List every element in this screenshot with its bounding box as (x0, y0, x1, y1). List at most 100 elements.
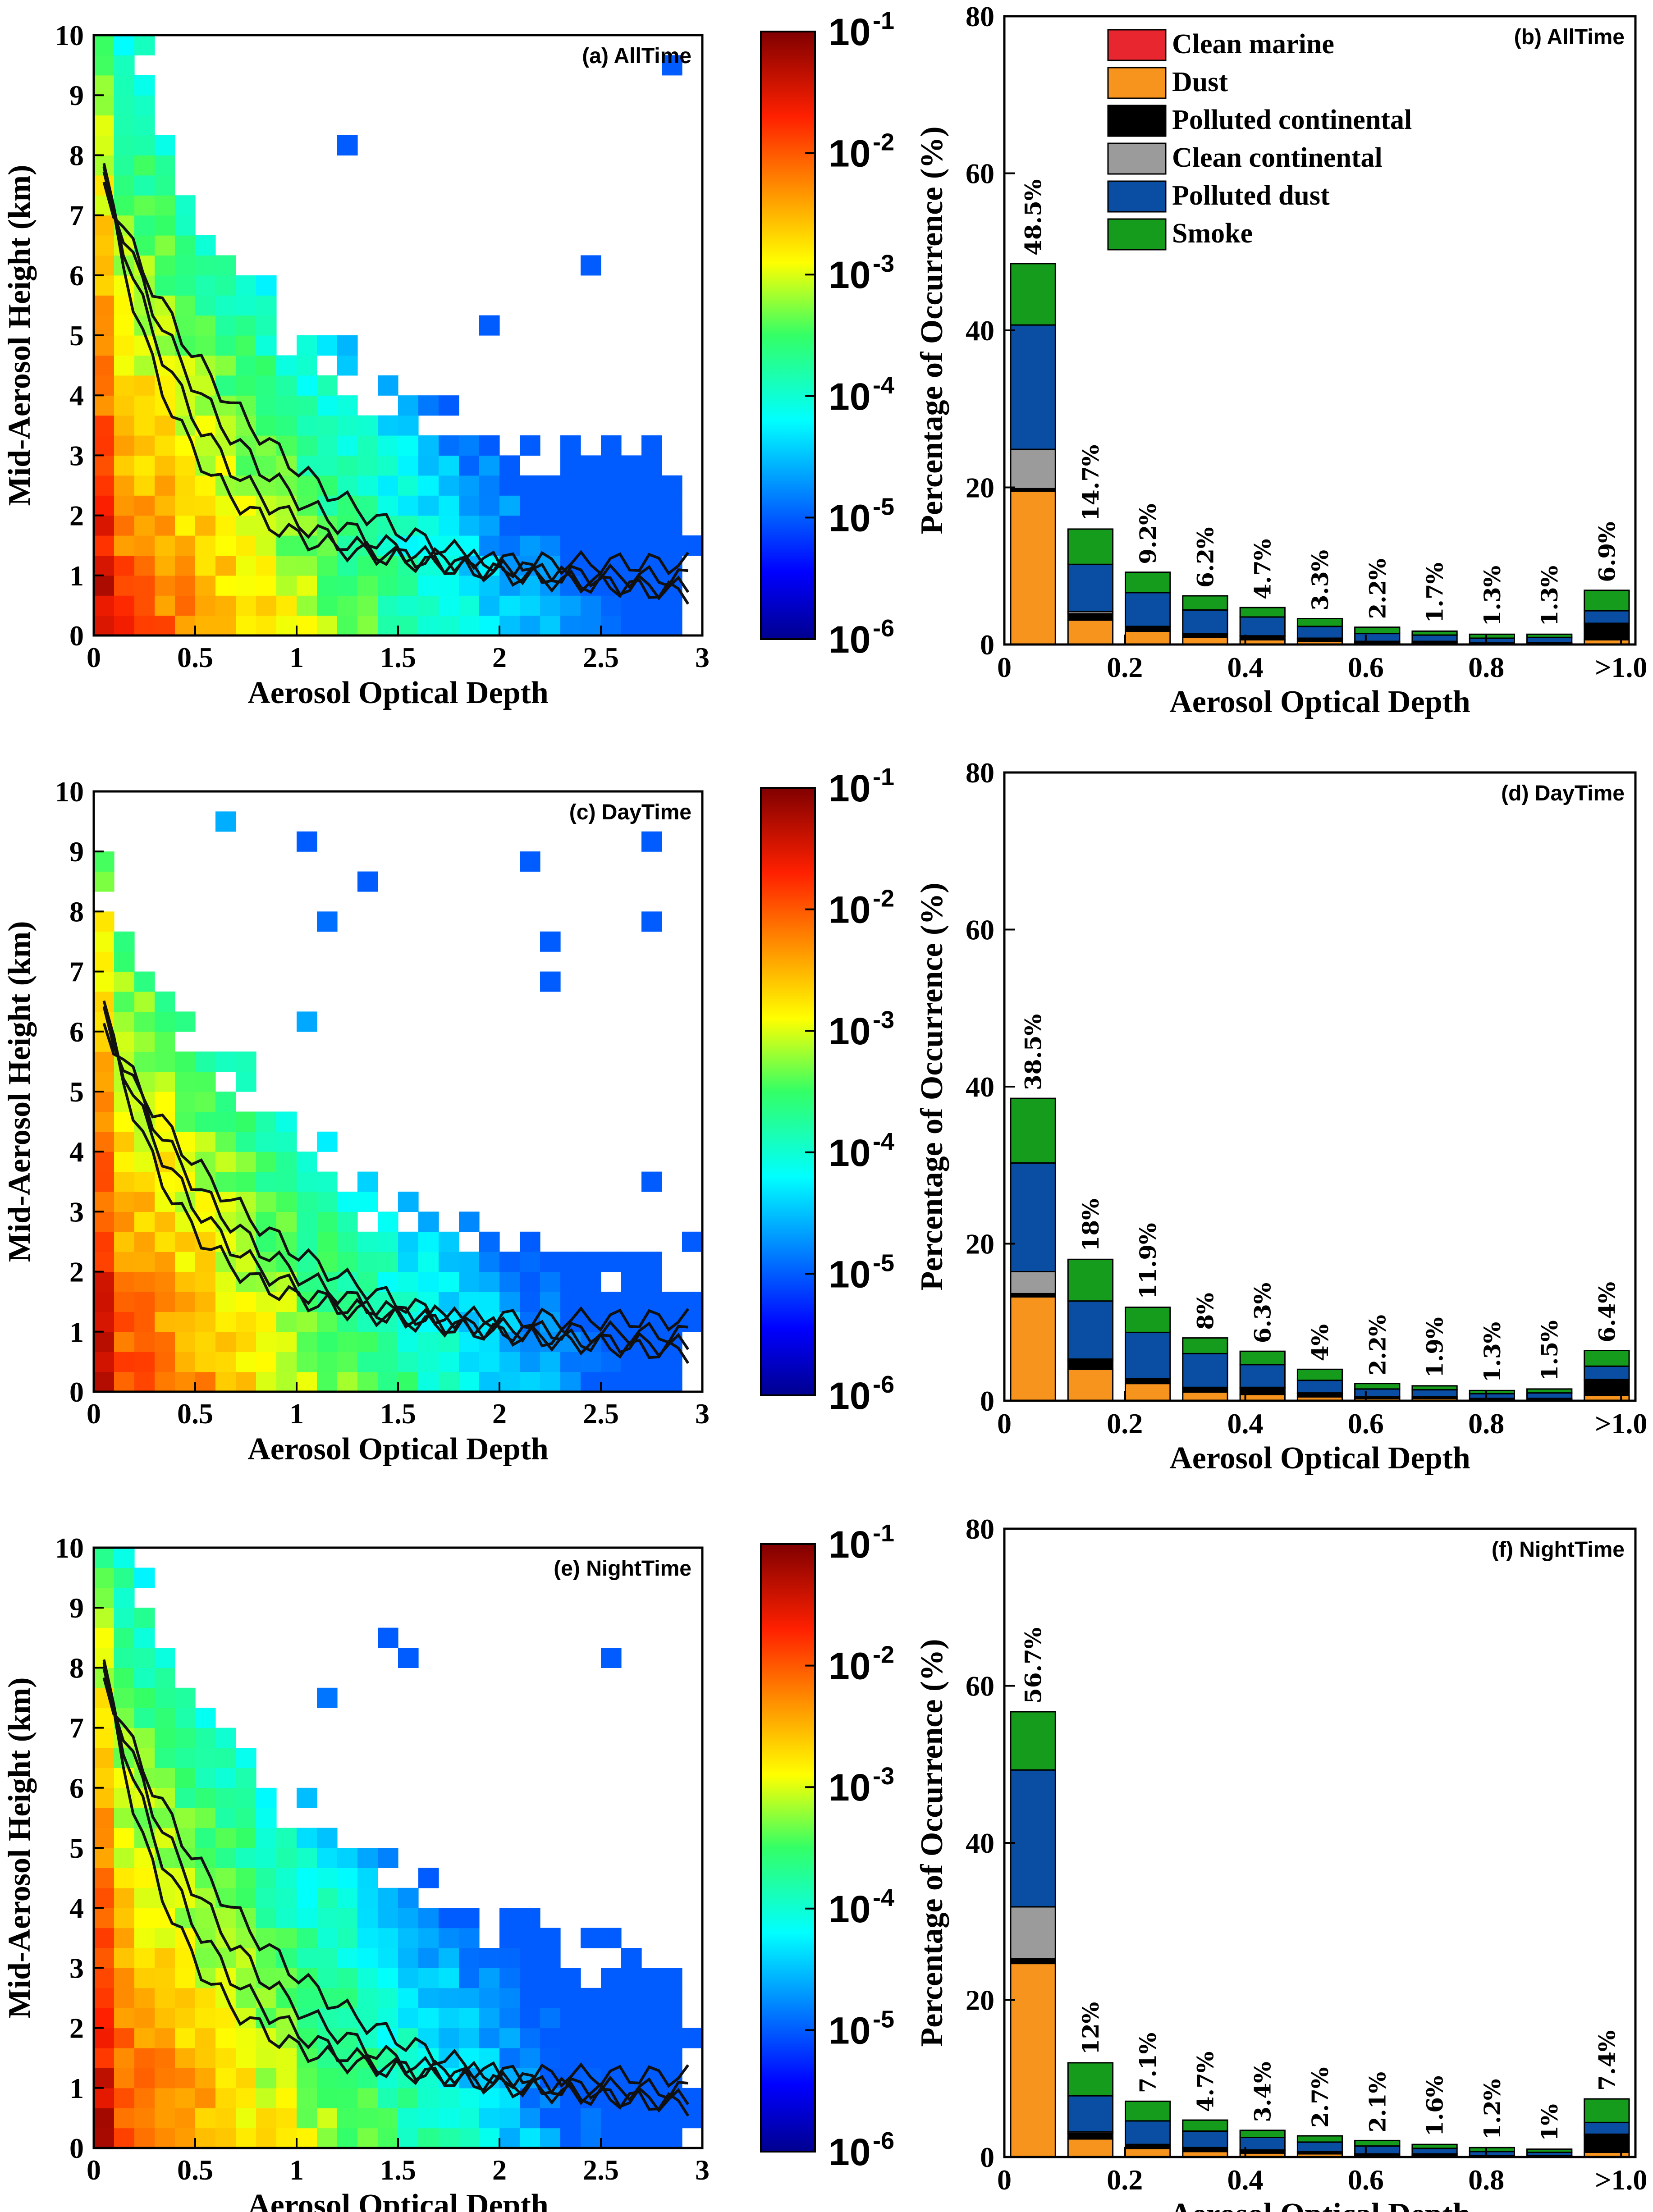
heatmap-cell (479, 1948, 500, 1968)
x-tick-label: 1 (289, 2154, 304, 2186)
heatmap-cell (155, 435, 175, 456)
heatmap-cell (317, 2068, 338, 2089)
heatmap-cell (155, 2128, 175, 2148)
heatmap-cell (134, 2128, 155, 2148)
heatmap-cell (337, 335, 358, 356)
heatmap-cell (499, 595, 520, 616)
heatmap-cell (94, 911, 114, 932)
heatmap-cell (479, 1292, 500, 1312)
heatmap-cell (215, 255, 236, 276)
heatmap-cell (155, 1768, 175, 1788)
legend-swatch-clean-marine (1107, 29, 1167, 61)
heatmap-cell (195, 255, 216, 276)
heatmap-cell (276, 2048, 297, 2068)
heatmap-cell (479, 2108, 500, 2129)
bar-segment-smoke (1296, 618, 1343, 627)
heatmap-cell (155, 1092, 175, 1112)
heatmap-cell (398, 2108, 419, 2129)
colorbar-tick-base: 10 (829, 1645, 870, 1687)
heatmap-cell (215, 1171, 236, 1192)
heatmap-cell (297, 1908, 317, 1929)
heatmap-cell (94, 1968, 114, 1988)
heatmap-cell (134, 1988, 155, 2008)
heatmap-cell (94, 2108, 114, 2129)
heatmap-cell (621, 2028, 642, 2048)
colorbar-tick-base: 10 (829, 1766, 870, 1809)
heatmap-cell (317, 1231, 338, 1252)
heatmap-cell (418, 615, 439, 636)
heatmap-cell (114, 535, 135, 556)
heatmap-cell (195, 2048, 216, 2068)
heatmap-cell (601, 2108, 622, 2129)
heatmap-cell (479, 475, 500, 496)
y-tick-label: 0 (69, 2132, 84, 2164)
heatmap-cell (297, 1312, 317, 1332)
heatmap-cell (195, 555, 216, 576)
heatmap-cell (439, 1908, 459, 1929)
heatmap-cell (641, 911, 662, 932)
heatmap-cell (479, 2008, 500, 2029)
heatmap-cell (662, 2008, 682, 2029)
heatmap-cell (114, 951, 135, 972)
heatmap-cell (114, 1908, 135, 1929)
x-axis-title: Aerosol Optical Depth (1169, 1441, 1470, 1476)
heatmap-cell (215, 1152, 236, 1172)
bar-total-label: 1.3% (1479, 1322, 1506, 1383)
heatmap-cell (175, 1092, 196, 1112)
heatmap-cell (581, 2128, 601, 2148)
heatmap-cell (418, 2108, 439, 2129)
heatmap-cell (621, 535, 642, 556)
heatmap-cell (418, 2008, 439, 2029)
heatmap-cell (114, 1808, 135, 1828)
colorbar-tick-exponent: -1 (873, 1520, 894, 1547)
heatmap-cell (337, 1211, 358, 1232)
bar-segment-smoke (1584, 2098, 1630, 2123)
heatmap-cell (641, 575, 662, 596)
heatmap-cell (621, 1948, 642, 1968)
heatmap-cell (175, 2008, 196, 2029)
heatmap-cell (236, 375, 256, 396)
bar-total-label: 2.2% (1364, 1315, 1391, 1376)
bar-segment-dust (1182, 1391, 1228, 1402)
heatmap-cell (601, 1292, 622, 1312)
legend-label: Clean continental (1172, 142, 1383, 173)
heatmap-cell (317, 2128, 338, 2148)
heatmap-cell (94, 1708, 114, 1728)
heatmap-cell (276, 1331, 297, 1352)
heatmap-cell (134, 992, 155, 1012)
heatmap-cell (317, 615, 338, 636)
heatmap-cell (134, 1608, 155, 1628)
heatmap-cell (215, 2088, 236, 2108)
heatmap-cell (215, 1131, 236, 1152)
y-tick-label: 1 (69, 2072, 84, 2104)
heatmap-cell (317, 1908, 338, 1929)
colorbar-tick-exponent: -3 (873, 250, 894, 277)
heatmap-cell (215, 315, 236, 336)
heatmap-cell (682, 1292, 703, 1312)
bar-panel-d: 38.5% 18% 11.9% 8% 6.3% 4% 2.2% 1.9% 1.3% 1.5% 6.4… (915, 757, 1647, 1476)
heatmap-cell (134, 1211, 155, 1232)
bar-total-label: 1.7% (1422, 562, 1448, 623)
heatmap-cell (134, 115, 155, 136)
bar-segment-smoke (1125, 571, 1171, 594)
colorbar-tick-exponent: -3 (873, 1006, 894, 1033)
heatmap-cell (134, 1568, 155, 1588)
heatmap-cell (378, 595, 398, 616)
x-tick-label: 0.4 (1227, 2164, 1264, 2196)
heatmap-cell (215, 1352, 236, 1372)
heatmap-cell (581, 1352, 601, 1372)
heatmap-cell (499, 535, 520, 556)
heatmap-cell (398, 595, 419, 616)
heatmap-cell (601, 2008, 622, 2029)
heatmap-cell (499, 1928, 520, 1948)
colorbar-tick-base: 10 (829, 618, 870, 661)
heatmap-cell (337, 1352, 358, 1372)
heatmap-cell (155, 1948, 175, 1968)
heatmap-cell (641, 535, 662, 556)
heatmap-cell (662, 1371, 682, 1392)
heatmap-cell (560, 615, 581, 636)
heatmap-cell (601, 1968, 622, 1988)
heatmap-cell (215, 1371, 236, 1392)
heatmap-cell (256, 535, 277, 556)
x-tick-label: 3 (695, 1398, 710, 1430)
